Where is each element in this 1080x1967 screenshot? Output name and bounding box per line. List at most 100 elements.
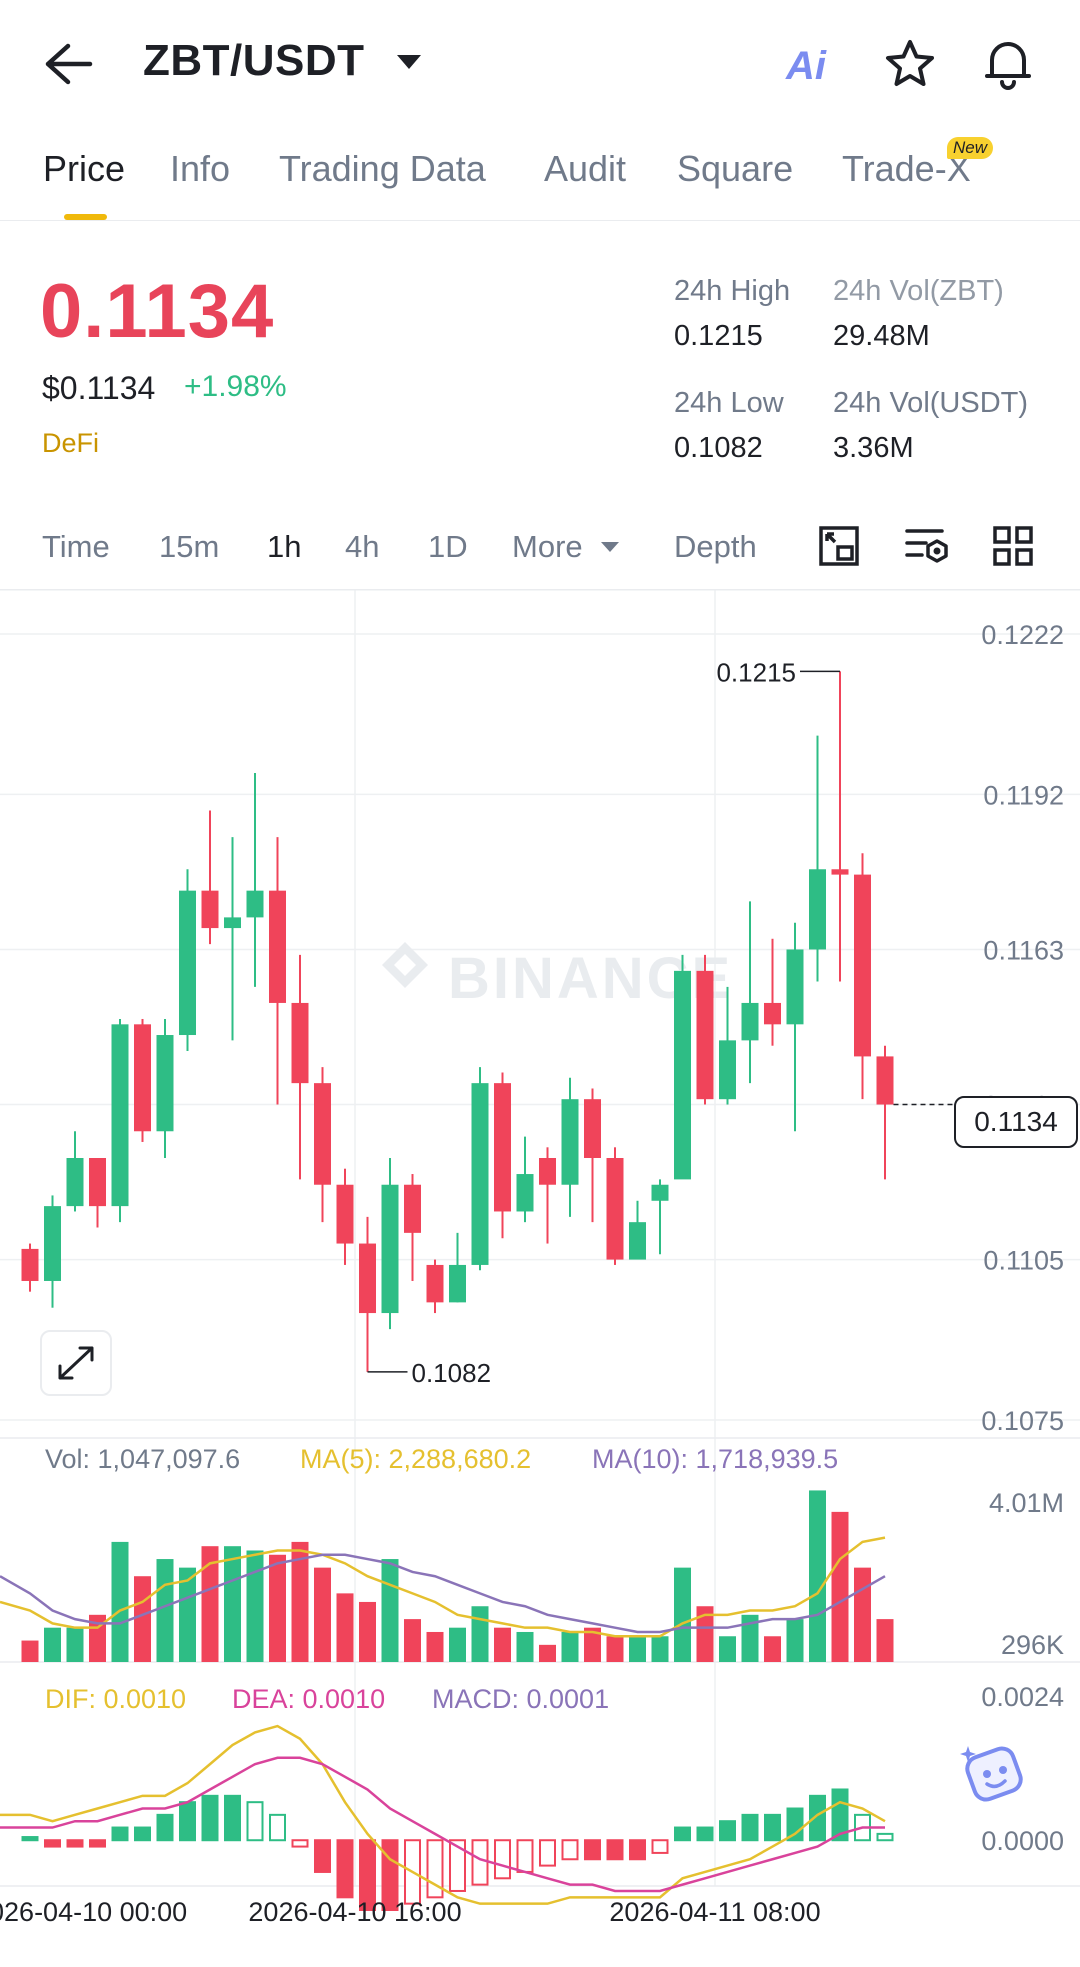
more-caret-icon[interactable] xyxy=(600,541,620,553)
interval-15m[interactable]: 15m xyxy=(159,529,220,564)
candle-body xyxy=(831,869,849,875)
low-label: 24h Low xyxy=(674,387,784,419)
chevron-down-icon[interactable] xyxy=(396,54,422,70)
macd-legend: MACD: 0.0001 xyxy=(432,1684,610,1714)
tab-trading-data[interactable]: Trading Data xyxy=(279,148,486,189)
volume-bar xyxy=(606,1636,624,1662)
category-tag[interactable]: DeFi xyxy=(42,428,100,458)
macd-histogram-bar xyxy=(696,1826,714,1842)
volume-bar xyxy=(696,1606,714,1662)
interval-1d[interactable]: 1D xyxy=(428,529,468,564)
macd-histogram-bar xyxy=(359,1839,376,1911)
tab-square[interactable]: Square xyxy=(677,148,794,189)
interval-4h[interactable]: 4h xyxy=(345,529,380,564)
candle-body xyxy=(269,890,286,1003)
candle-body xyxy=(674,970,691,1180)
vol-base-value: 29.48M xyxy=(833,320,930,352)
tab-audit[interactable]: Audit xyxy=(544,148,627,189)
volume-ma5-line xyxy=(0,1536,886,1638)
active-tab-indicator xyxy=(64,214,107,220)
vol-base-label: 24h Vol(ZBT) xyxy=(833,275,1004,307)
candle-body xyxy=(696,970,714,1100)
tab-price[interactable]: Price xyxy=(43,148,126,189)
macd-histogram-bar xyxy=(89,1839,106,1848)
volume-bar xyxy=(629,1636,646,1662)
macd-histogram-bar xyxy=(291,1839,309,1848)
depth-tab[interactable]: Depth xyxy=(674,529,757,564)
volume-bar xyxy=(269,1554,286,1662)
candle-body xyxy=(719,1040,736,1100)
candle-body xyxy=(426,1264,444,1303)
macd-histogram-bar xyxy=(449,1839,466,1892)
interval-time[interactable]: Time xyxy=(42,529,110,564)
volume-bar xyxy=(809,1490,826,1662)
assistant-robot-icon[interactable] xyxy=(960,1740,1030,1804)
macd-histogram-bar xyxy=(336,1839,354,1899)
macd-histogram-bar xyxy=(741,1813,759,1842)
volume-bar xyxy=(831,1511,849,1662)
min-price-marker: 0.1082 xyxy=(412,1358,492,1388)
fullscreen-chart-icon[interactable] xyxy=(818,525,860,567)
grid-layout-icon[interactable] xyxy=(992,525,1034,567)
volume-bar xyxy=(471,1606,489,1662)
star-icon[interactable] xyxy=(884,38,936,90)
last-price: 0.1134 xyxy=(40,269,275,354)
candle-body xyxy=(764,1002,781,1025)
top-bar: ZBT/USDT Ai xyxy=(0,0,1080,130)
interval-1h[interactable]: 1h xyxy=(267,529,302,564)
candle-body xyxy=(246,890,264,918)
macd-histogram-bar xyxy=(134,1826,151,1842)
volume-bar xyxy=(494,1627,511,1662)
time-axis-label: 2026-04-10 00:00 xyxy=(0,1897,187,1927)
interval-more[interactable]: More xyxy=(512,529,583,564)
dif-line xyxy=(0,1724,886,1905)
volume-bar xyxy=(584,1627,601,1662)
time-axis-label: 2026-04-11 08:00 xyxy=(609,1897,820,1927)
candle-body xyxy=(44,1206,61,1281)
macd-histogram-bar xyxy=(764,1813,781,1842)
dea-legend: DEA: 0.0010 xyxy=(232,1684,386,1714)
macd-histogram-bar xyxy=(66,1839,84,1848)
expand-icon xyxy=(58,1346,94,1380)
candle-body xyxy=(156,1035,174,1132)
expand-chart-button[interactable] xyxy=(40,1330,112,1396)
ai-assistant-icon[interactable]: Ai xyxy=(786,44,826,88)
pair-title[interactable]: ZBT/USDT xyxy=(143,36,365,85)
price-axis-label: 0.1192 xyxy=(983,780,1064,810)
candle-body xyxy=(404,1184,421,1233)
bell-icon[interactable] xyxy=(982,36,1034,90)
volume-bar xyxy=(539,1644,556,1662)
macd-histogram-bar xyxy=(201,1794,219,1842)
macd-histogram-bar xyxy=(606,1839,624,1861)
candle-body xyxy=(381,1184,399,1314)
volume-bar xyxy=(876,1619,894,1662)
volume-bar xyxy=(201,1546,219,1662)
vol-quote-label: 24h Vol(USDT) xyxy=(833,387,1029,419)
macd-histogram-bar xyxy=(224,1794,241,1842)
price-axis-label: 0.1163 xyxy=(983,935,1064,965)
volume-bar xyxy=(44,1627,61,1662)
macd-histogram-bar xyxy=(719,1820,736,1842)
macd-histogram-bar xyxy=(44,1839,61,1848)
back-arrow-icon[interactable] xyxy=(44,42,94,86)
volume-bar xyxy=(719,1636,736,1662)
dif-legend: DIF: 0.0010 xyxy=(45,1684,187,1714)
interval-bar: Time 15m 1h 4h 1D More Depth xyxy=(0,505,1080,590)
price-axis-label: 0.1222 xyxy=(981,620,1064,650)
volume-bar xyxy=(764,1636,781,1662)
volume-bar xyxy=(561,1631,579,1662)
candle-body xyxy=(471,1083,489,1265)
indicator-settings-icon[interactable] xyxy=(904,525,950,567)
time-axis-label: 2026-04-10 16:00 xyxy=(248,1897,461,1927)
candle-body xyxy=(876,1056,894,1105)
candle-body xyxy=(179,890,196,1036)
tab-bar: Price Info Trading Data Audit Square Tra… xyxy=(0,130,1080,221)
volume-bar xyxy=(381,1559,399,1662)
candle-body xyxy=(359,1243,376,1314)
macd-histogram-bar xyxy=(111,1826,129,1842)
macd-histogram-bar xyxy=(539,1839,556,1867)
tab-info[interactable]: Info xyxy=(170,148,231,189)
kline-chart[interactable]: 0.12220.11920.11630.11340.11050.1075BINA… xyxy=(0,590,1080,1967)
candle-body xyxy=(741,1002,759,1041)
macd-histogram-bar xyxy=(246,1801,264,1842)
